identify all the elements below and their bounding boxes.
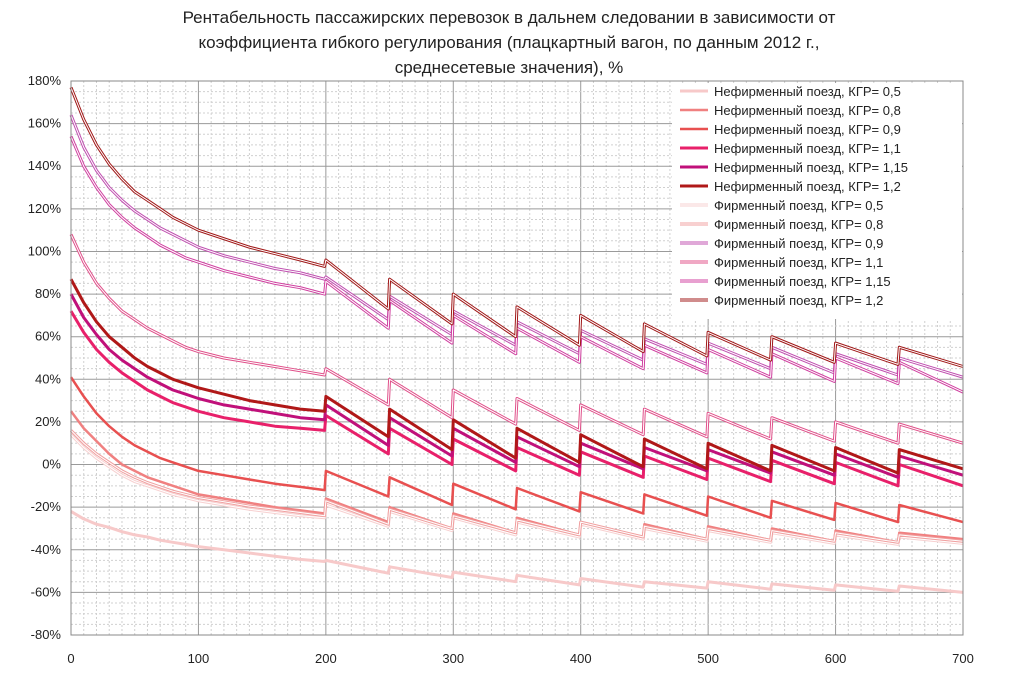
series-line-2	[69, 376, 964, 524]
legend-label: Фирменный поезд, КГР= 0,8	[714, 217, 883, 232]
chart-title-line: Рентабельность пассажирских перевозок в …	[183, 8, 836, 27]
series-layer	[69, 86, 964, 594]
y-tick-label: -40%	[31, 542, 62, 557]
series-line-0	[70, 510, 964, 594]
y-tick-label: -60%	[31, 584, 62, 599]
chart-title-line: коэффициента гибкого регулирования (плац…	[199, 33, 820, 52]
y-tick-label: 60%	[35, 329, 61, 344]
plot-frame	[70, 80, 964, 636]
y-tick-label: 20%	[35, 414, 61, 429]
legend: Нефирменный поезд, КГР= 0,5 Нефирменный п…	[672, 83, 962, 319]
x-tick-label: 0	[67, 651, 74, 666]
y-axis-ticks: -80% -60% -40% -20% 0% 20% 40% 60% 80% 100% 120% 14…	[28, 73, 62, 642]
legend-label: Нефирменный поезд, КГР= 1,15	[714, 160, 908, 175]
x-tick-label: 100	[188, 651, 210, 666]
legend-label: Нефирменный поезд, КГР= 1,1	[714, 141, 901, 156]
x-tick-label: 200	[315, 651, 337, 666]
series-line-10-inner	[70, 136, 964, 393]
legend-label: Фирменный поезд, КГР= 0,5	[714, 198, 883, 213]
x-tick-label: 600	[825, 651, 847, 666]
legend-background	[672, 83, 962, 319]
chart-title-line: среднесетевые значения), %	[395, 58, 624, 77]
y-tick-label: 0%	[42, 457, 61, 472]
y-tick-label: -80%	[31, 627, 62, 642]
legend-label: Фирменный поезд, КГР= 1,2	[714, 293, 883, 308]
legend-label: Фирменный поезд, КГР= 1,1	[714, 255, 883, 270]
legend-label: Нефирменный поезд, КГР= 0,9	[714, 122, 901, 137]
y-tick-label: 80%	[35, 286, 61, 301]
y-tick-label: 40%	[35, 371, 61, 386]
x-axis-ticks: 0 100 200 300 400 500 600 700	[67, 651, 973, 666]
legend-label: Нефирменный поезд, КГР= 0,5	[714, 84, 901, 99]
legend-label: Фирменный поезд, КГР= 0,9	[714, 236, 883, 251]
series-line-9-inner	[70, 234, 964, 444]
x-tick-label: 300	[442, 651, 464, 666]
x-tick-label: 700	[952, 651, 974, 666]
y-tick-label: 140%	[28, 158, 62, 173]
y-tick-label: -20%	[31, 499, 62, 514]
legend-label: Нефирменный поезд, КГР= 1,2	[714, 179, 901, 194]
series-line-11-inner	[70, 87, 964, 367]
legend-label: Фирменный поезд, КГР= 1,15	[714, 274, 891, 289]
y-tick-label: 120%	[28, 201, 62, 216]
series-line-7-inner	[70, 430, 964, 543]
y-tick-label: 100%	[28, 243, 62, 258]
legend-label: Нефирменный поезд, КГР= 0,8	[714, 103, 901, 118]
x-tick-label: 400	[570, 651, 592, 666]
series-line-5	[69, 278, 964, 475]
x-tick-label: 500	[697, 651, 719, 666]
chart-title: Рентабельность пассажирских перевозок в …	[183, 8, 836, 77]
y-tick-label: 180%	[28, 73, 62, 88]
y-tick-label: 160%	[28, 116, 62, 131]
